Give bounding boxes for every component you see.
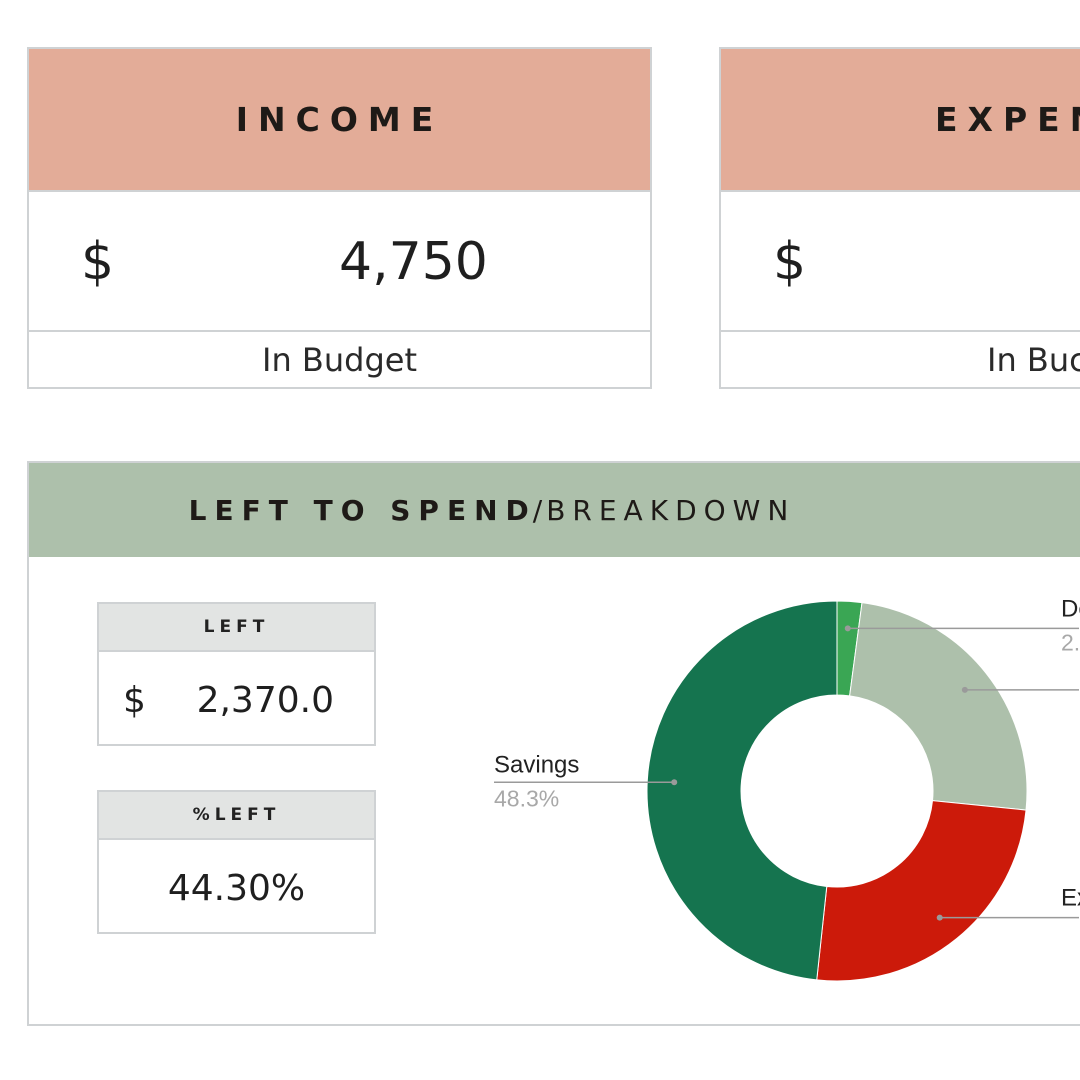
section-title: LEFT TO SPEND / BREAKDOWN xyxy=(29,463,1080,557)
pct-left-value: 44.30% xyxy=(167,868,306,909)
slice-label-debt: Debt xyxy=(1061,595,1080,622)
donut-slice-remaining xyxy=(849,602,1028,811)
left-to-spend-section: LEFT TO SPEND / BREAKDOWN LEFT $ 2,370.0… xyxy=(27,461,1080,1026)
slice-percent-savings: 48.3% xyxy=(494,785,559,811)
income-amount-row: $ 4,750 xyxy=(29,192,650,330)
donut-slice-exp xyxy=(816,800,1027,982)
expenses-status: In Buc xyxy=(987,341,1080,379)
leader-dot-savings xyxy=(671,779,678,786)
left-currency: $ xyxy=(123,680,146,721)
income-status: In Budget xyxy=(262,341,417,379)
section-title-light: BREAKDOWN xyxy=(546,493,796,527)
expenses-amount-row: $ xyxy=(721,192,1080,330)
expenses-title: EXPEN xyxy=(721,49,1080,190)
expenses-currency: $ xyxy=(773,232,807,292)
left-amount: 2,370.0 xyxy=(196,680,334,721)
donut-slices xyxy=(646,600,1028,982)
income-title: INCOME xyxy=(29,49,650,190)
donut-slice-savings xyxy=(646,600,838,981)
left-label: LEFT xyxy=(99,604,374,652)
slice-label-exp: Exp xyxy=(1061,885,1080,912)
left-box: LEFT $ 2,370.0 xyxy=(97,602,376,746)
divider xyxy=(29,190,650,192)
slice-label-savings: Savings xyxy=(494,751,579,778)
income-card: INCOME $ 4,750 In Budget xyxy=(27,47,652,389)
section-title-slash: / xyxy=(532,493,543,527)
donut-leaders xyxy=(494,625,1079,921)
breakdown-donut-chart: Debt 2.1% Exp Savings 48.3% xyxy=(494,595,1080,982)
expenses-card: EXPEN $ In Buc xyxy=(719,47,1080,389)
leader-dot-exp xyxy=(936,914,943,921)
divider xyxy=(29,330,650,332)
donut-labels: Debt 2.1% Exp Savings 48.3% xyxy=(494,595,1080,911)
divider xyxy=(721,190,1080,192)
slice-percent-debt: 2.1% xyxy=(1061,629,1080,655)
income-amount: 4,750 xyxy=(339,232,488,292)
income-currency: $ xyxy=(81,232,115,292)
pct-left-box: %LEFT 44.30% xyxy=(97,790,376,934)
leader-dot-debt xyxy=(844,625,851,632)
pct-left-label: %LEFT xyxy=(99,792,374,840)
divider xyxy=(721,330,1080,332)
section-title-bold: LEFT TO SPEND xyxy=(188,493,537,527)
